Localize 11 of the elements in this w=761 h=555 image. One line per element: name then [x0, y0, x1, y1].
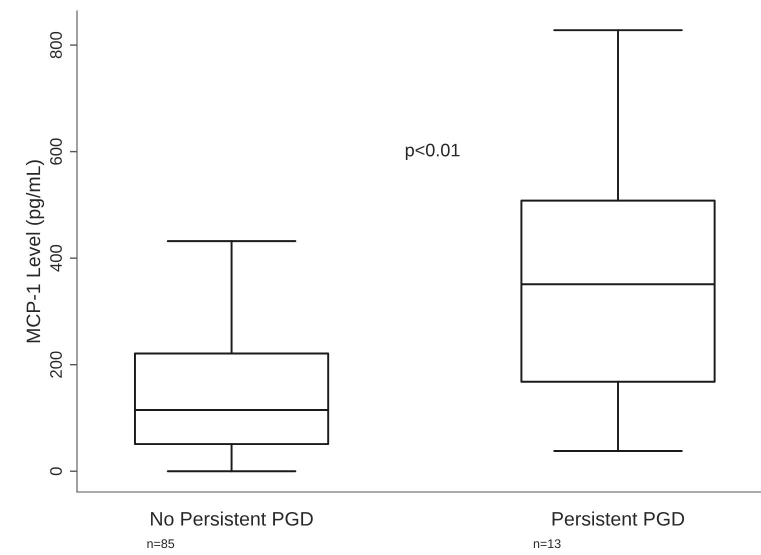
y-tick-label: 0	[50, 467, 62, 476]
annotation: p<0.01	[406, 144, 460, 160]
y-tick-label: 400	[50, 244, 62, 272]
text: n=85	[147, 539, 174, 548]
y-tick-label: 200	[50, 351, 62, 378]
x-tick-label: No Persistent PGD	[151, 511, 313, 526]
y-axis-title: MCP-1 Level (pg/mL)	[26, 160, 44, 342]
y-tick-label: 600	[50, 138, 62, 165]
text: n=13	[534, 539, 561, 548]
y-tick-label: 800	[50, 32, 62, 58]
x-tick-label: Persistent PGD	[552, 511, 684, 526]
